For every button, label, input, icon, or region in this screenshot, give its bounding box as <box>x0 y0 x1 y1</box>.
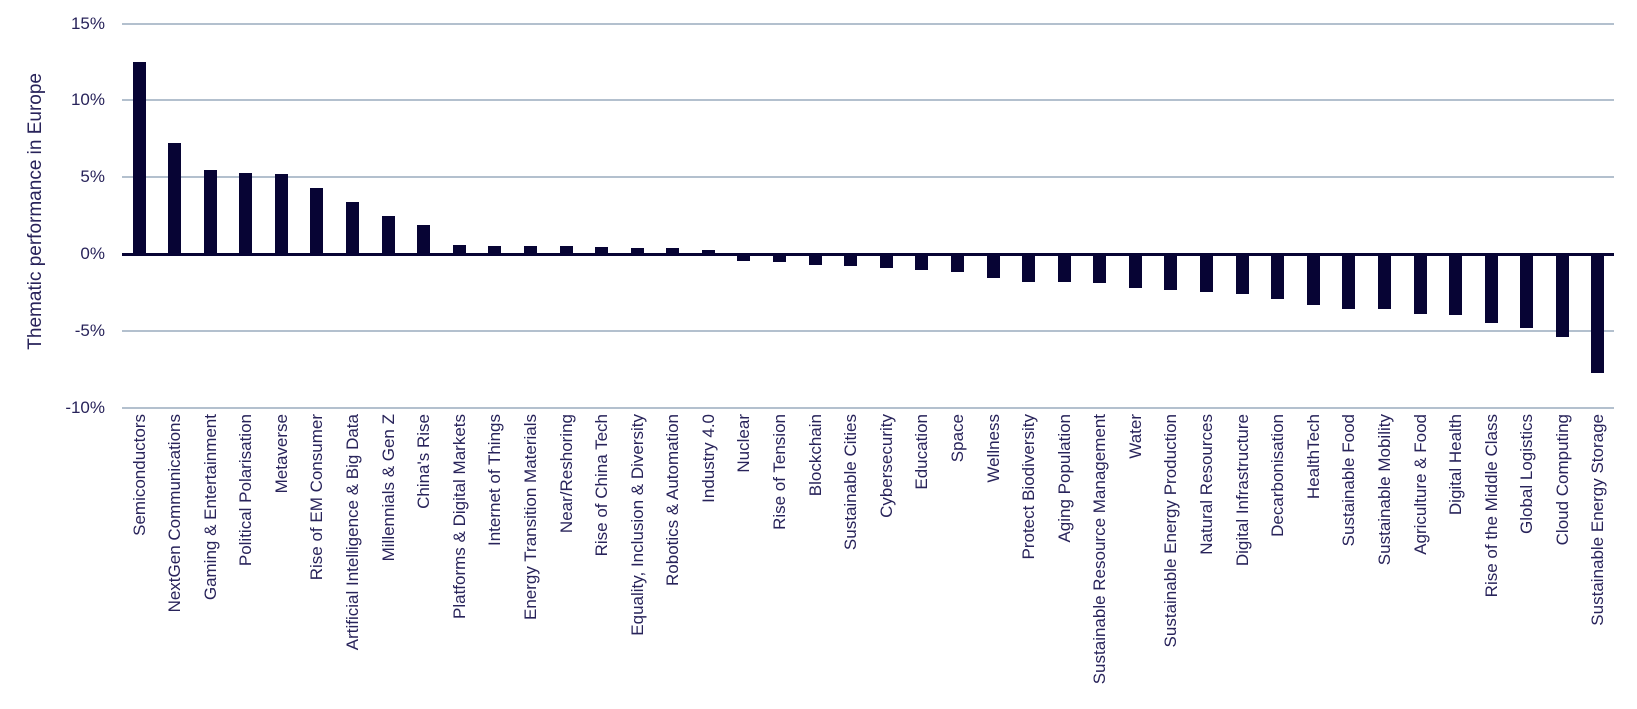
x-tick-label: Millennials & Gen Z <box>378 414 398 562</box>
y-tick-label: -5% <box>74 320 105 340</box>
bar <box>773 254 787 262</box>
bar <box>488 245 502 254</box>
bar <box>452 244 466 254</box>
bar <box>666 247 680 254</box>
bar <box>1555 254 1569 337</box>
x-tick-label: Decarbonisation <box>1268 414 1288 537</box>
bar <box>844 254 858 267</box>
x-tick-label: Sustainable Resource Management <box>1090 414 1110 685</box>
bar <box>168 143 182 254</box>
bar <box>1128 254 1142 288</box>
x-axis-zero-line <box>122 252 1614 256</box>
gridline <box>122 406 1614 409</box>
x-tick-label: Platforms & Digital Markets <box>449 414 469 619</box>
x-tick-label: China's Rise <box>414 414 434 509</box>
x-tick-label: Blockchain <box>805 414 825 497</box>
x-tick-label: Space <box>947 414 967 463</box>
bar <box>1057 254 1071 283</box>
x-tick-label: Industry 4.0 <box>698 414 718 503</box>
x-tick-label: Global Logistics <box>1517 414 1537 535</box>
x-tick-label: Aging Population <box>1054 414 1074 543</box>
y-tick-label: 10% <box>70 90 105 110</box>
bar <box>274 174 288 254</box>
bar <box>1164 254 1178 291</box>
bar <box>523 246 537 254</box>
x-tick-label: Sustainable Food <box>1339 414 1359 547</box>
bar <box>239 172 253 254</box>
x-tick-label: Cybersecurity <box>876 414 896 518</box>
bar <box>986 254 1000 278</box>
bar <box>1342 254 1356 309</box>
x-tick-label: Nuclear <box>734 414 754 473</box>
bar <box>1235 254 1249 294</box>
bar <box>1591 254 1605 374</box>
x-tick-label: Near/Reshoring <box>556 414 576 534</box>
bar <box>915 254 929 271</box>
bar <box>1377 254 1391 310</box>
x-tick-label: Metaverse <box>271 414 291 494</box>
bar <box>701 250 715 254</box>
y-tick-label: 5% <box>80 167 105 187</box>
bar <box>1022 254 1036 282</box>
x-tick-label: Gaming & Entertainment <box>200 414 220 601</box>
bar <box>310 187 324 254</box>
gridline <box>122 329 1614 332</box>
bar <box>1449 254 1463 316</box>
x-tick-label: Rise of China Tech <box>592 414 612 557</box>
x-tick-label: Energy Transition Materials <box>520 414 540 620</box>
x-tick-label: Education <box>912 414 932 490</box>
x-tick-label: Protect Biodiversity <box>1019 414 1039 560</box>
x-tick-label: Artificial Intelligence & Big Data <box>343 414 362 651</box>
x-tick-label: Sustainable Energy Storage <box>1588 414 1608 626</box>
x-tick-label: Cloud Computing <box>1552 414 1572 546</box>
x-tick-label: Sustainable Cities <box>841 414 861 551</box>
bar <box>381 215 395 254</box>
bar <box>203 169 217 254</box>
bar <box>346 201 359 254</box>
bar <box>1200 254 1214 292</box>
x-tick-label: Agriculture & Food <box>1410 414 1430 555</box>
bar <box>737 254 751 261</box>
bar <box>1093 254 1107 284</box>
x-tick-label: HealthTech <box>1303 414 1323 500</box>
y-axis-title: Thematic performance in Europe <box>25 73 46 350</box>
x-tick-label: Robotics & Automation <box>663 414 683 586</box>
bar <box>1413 254 1427 314</box>
x-tick-label: Digital Health <box>1446 414 1466 516</box>
bar <box>808 254 822 265</box>
x-tick-label: Natural Resources <box>1197 414 1217 555</box>
x-tick-label: Equality, Inclusion & Diversity <box>627 414 647 636</box>
x-tick-label: Internet of Things <box>485 414 505 546</box>
x-tick-label: Rise of the Middle Class <box>1481 414 1501 598</box>
x-tick-label: NextGen Communications <box>165 414 185 613</box>
bar <box>1484 254 1498 324</box>
bar <box>1306 254 1320 305</box>
bar <box>1271 254 1285 300</box>
bar <box>1520 254 1534 329</box>
y-tick-label: -10% <box>65 397 105 417</box>
bar <box>595 247 609 254</box>
bar <box>950 254 964 273</box>
x-tick-label: Sustainable Mobility <box>1374 414 1394 566</box>
x-tick-label: Digital Infrastructure <box>1232 414 1252 567</box>
gridline <box>122 176 1614 179</box>
x-tick-label: Wellness <box>983 414 1003 483</box>
y-tick-label: 0% <box>80 244 105 263</box>
x-tick-label: Rise of Tension <box>770 414 790 530</box>
x-tick-label: Political Polarisation <box>236 414 256 567</box>
x-tick-label: Water <box>1125 414 1145 459</box>
bar <box>879 254 893 268</box>
x-tick-label: Semiconductors <box>129 414 149 536</box>
gridline <box>122 99 1614 102</box>
gridline <box>122 22 1614 25</box>
bar <box>559 246 573 254</box>
bar <box>417 224 431 254</box>
x-tick-label: Sustainable Energy Production <box>1161 414 1181 648</box>
bar <box>630 247 644 254</box>
bar <box>132 62 146 254</box>
x-tick-label: Rise of EM Consumer <box>307 414 327 581</box>
y-tick-label: 15% <box>70 13 105 33</box>
